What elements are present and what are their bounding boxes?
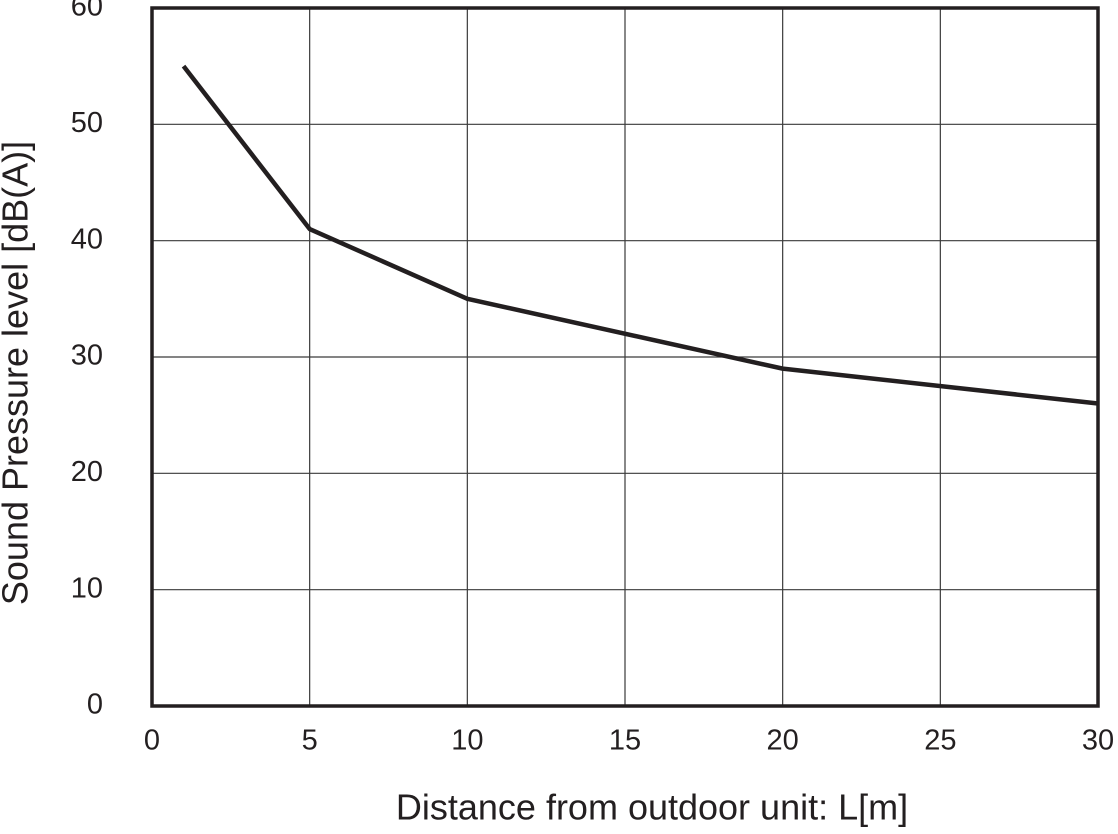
y-tick-label: 0 — [87, 689, 103, 721]
y-tick-label: 40 — [71, 223, 103, 255]
y-tick-label: 50 — [71, 107, 103, 139]
x-tick-label: 10 — [451, 725, 483, 757]
x-axis-label: Distance from outdoor unit: L[m] — [396, 787, 908, 828]
x-tick-label: 0 — [144, 725, 160, 757]
plot-frame — [150, 6, 1100, 708]
y-tick-label: 20 — [71, 456, 103, 488]
x-tick-label: 30 — [1082, 725, 1114, 757]
x-tick-label: 5 — [302, 725, 318, 757]
x-tick-label: 25 — [924, 725, 956, 757]
y-axis-label: Sound Pressure level [dB(A)] — [0, 141, 36, 605]
y-tick-label: 10 — [71, 572, 103, 604]
data-line — [181, 64, 1099, 406]
y-tick-label: 30 — [71, 340, 103, 372]
x-tick-label: 15 — [609, 725, 641, 757]
x-tick-label: 20 — [767, 725, 799, 757]
y-tick-label: 60 — [71, 0, 103, 23]
